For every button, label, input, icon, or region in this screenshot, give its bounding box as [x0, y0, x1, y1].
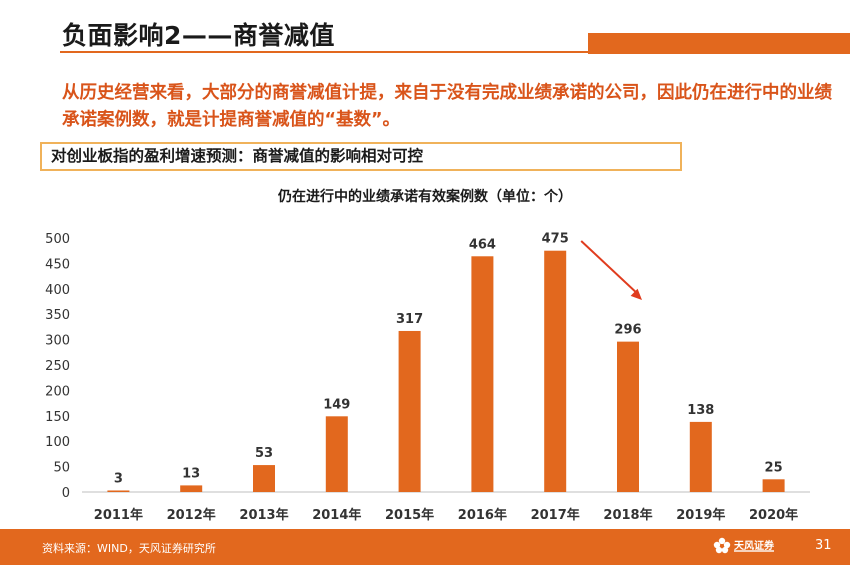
- page-number: 31: [815, 538, 832, 553]
- bar: [107, 490, 130, 492]
- y-tick-label: 150: [45, 410, 70, 425]
- bar-value-label: 475: [542, 232, 569, 247]
- x-tick-label: 2011年: [94, 507, 143, 523]
- trend-arrow-head: [630, 288, 642, 300]
- y-tick-label: 400: [45, 283, 70, 298]
- x-tick-label: 2019年: [676, 507, 725, 523]
- chart-title: 仍在进行中的业绩承诺有效案例数（单位：个）: [278, 189, 572, 205]
- footer-band: 资料来源：WIND，天风证券研究所 天风证券 31: [0, 529, 850, 565]
- bar: [325, 416, 348, 492]
- callout-box: 对创业板指的盈利增速预测：商誉减值的影响相对可控: [40, 142, 682, 171]
- y-tick-label: 500: [45, 232, 70, 247]
- y-tick-label: 100: [45, 435, 70, 450]
- intro-text: 从历史经营来看，大部分的商誉减值计提，来自于没有完成业绩承诺的公司，因此仍在进行…: [62, 83, 832, 130]
- y-tick-label: 250: [45, 359, 70, 374]
- bar: [762, 479, 785, 492]
- y-tick-label: 200: [45, 384, 70, 399]
- x-tick-label: 2018年: [603, 507, 652, 523]
- x-tick-label: 2017年: [531, 507, 580, 523]
- bar-value-label: 149: [323, 397, 350, 412]
- x-tick-label: 2015年: [385, 507, 434, 523]
- bar: [253, 465, 275, 492]
- bar: [544, 250, 567, 492]
- flower-icon: [713, 537, 731, 554]
- x-tick-label: 2013年: [239, 507, 288, 523]
- x-tick-label: 2014年: [312, 507, 361, 523]
- logo-text: 天风证券: [734, 541, 774, 552]
- title-underline: [60, 51, 850, 53]
- bar-value-label: 464: [469, 237, 496, 252]
- bar-chart: 0 50 100 150 200 250 300 350 400 450 500 3 2011年 13 20…: [45, 232, 810, 523]
- bar-value-label: 3: [114, 471, 123, 486]
- callout-text: 对创业板指的盈利增速预测：商誉减值的影响相对可控: [51, 147, 424, 165]
- bar: [398, 330, 421, 492]
- title-accent-bar: [588, 33, 850, 54]
- y-tick-label: 300: [45, 334, 70, 349]
- company-logo: 天风证券: [712, 534, 778, 560]
- bar-value-label: 13: [182, 466, 200, 481]
- bar: [617, 341, 639, 492]
- page-title: 负面影响2——商誉减值: [62, 21, 335, 50]
- bar: [180, 485, 203, 492]
- bar: [689, 421, 712, 492]
- trend-arrow-shaft: [580, 240, 640, 296]
- bar-value-label: 317: [396, 312, 423, 327]
- bar-value-label: 25: [765, 460, 783, 475]
- x-tick-label: 2012年: [167, 507, 216, 523]
- logo-underline: [734, 550, 774, 552]
- bar: [471, 256, 494, 492]
- bar-value-label: 138: [687, 403, 714, 418]
- source-note: 资料来源：WIND，天风证券研究所: [42, 542, 216, 555]
- x-tick-label: 2016年: [458, 507, 507, 523]
- bar-value-label: 296: [614, 323, 641, 338]
- bar-value-label: 53: [255, 446, 273, 461]
- x-tick-label: 2020年: [749, 507, 798, 523]
- y-tick-label: 50: [53, 461, 70, 476]
- y-tick-label: 450: [45, 257, 70, 272]
- y-tick-label: 350: [45, 308, 70, 323]
- y-tick-label: 0: [62, 486, 70, 501]
